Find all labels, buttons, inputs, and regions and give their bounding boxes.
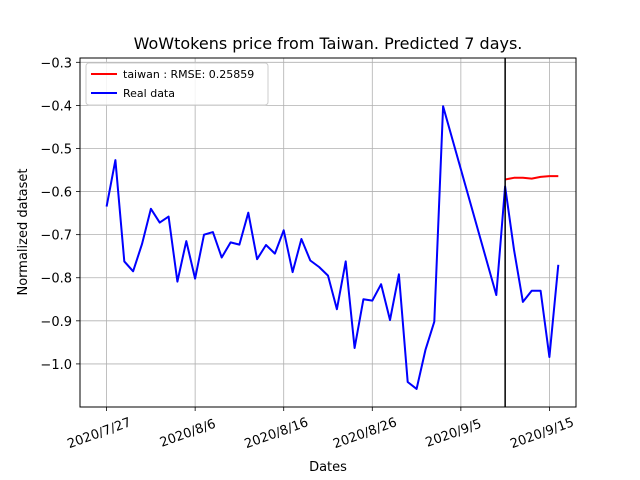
chart-title: WoWtokens price from Taiwan. Predicted 7… [134,34,523,53]
y-tick-label: −0.8 [40,272,72,287]
y-axis-title: Normalized dataset [16,168,31,295]
y-tick-label: −0.3 [40,56,72,71]
y-tick-label: −0.5 [40,142,72,157]
y-tick-label: −0.4 [40,99,72,114]
y-tick-label: −0.9 [40,315,72,330]
series-layer [105,105,560,390]
legend-label-real-data: Real data [123,87,175,100]
y-tick-label: −0.7 [40,229,72,244]
legend-box [85,62,269,106]
legend-label-prediction: taiwan : RMSE: 0.25859 [123,68,254,81]
y-tick-label: −1.0 [40,358,72,373]
series-line-real-data [105,105,560,390]
x-axis-title: Dates [309,460,347,475]
series-line-prediction [504,175,559,181]
plot-frame [79,57,577,408]
y-tick-label: −0.6 [40,186,72,201]
legend: taiwan : RMSE: 0.25859 Real data [85,62,269,106]
